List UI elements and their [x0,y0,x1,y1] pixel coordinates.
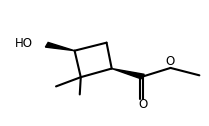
Text: O: O [166,55,175,68]
Text: HO: HO [15,37,33,50]
Polygon shape [45,42,75,51]
Polygon shape [112,69,144,79]
Text: O: O [138,98,147,111]
